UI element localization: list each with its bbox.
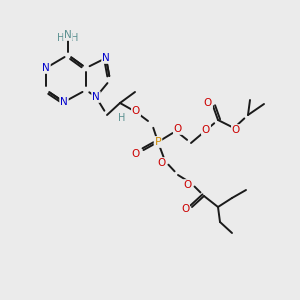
Text: H: H [71,33,79,43]
Text: O: O [202,125,210,135]
Text: N: N [92,92,100,102]
Text: O: O [157,158,165,168]
Text: P: P [154,137,161,147]
Text: O: O [132,106,140,116]
Text: O: O [181,204,189,214]
Text: N: N [60,97,68,107]
Text: O: O [232,125,240,135]
Text: N: N [42,63,50,73]
Text: H: H [118,113,126,123]
Text: O: O [131,149,139,159]
Text: O: O [204,98,212,108]
Text: N: N [102,53,110,63]
Text: H: H [57,33,65,43]
Text: N: N [64,30,72,40]
Text: O: O [174,124,182,134]
Text: O: O [184,180,192,190]
